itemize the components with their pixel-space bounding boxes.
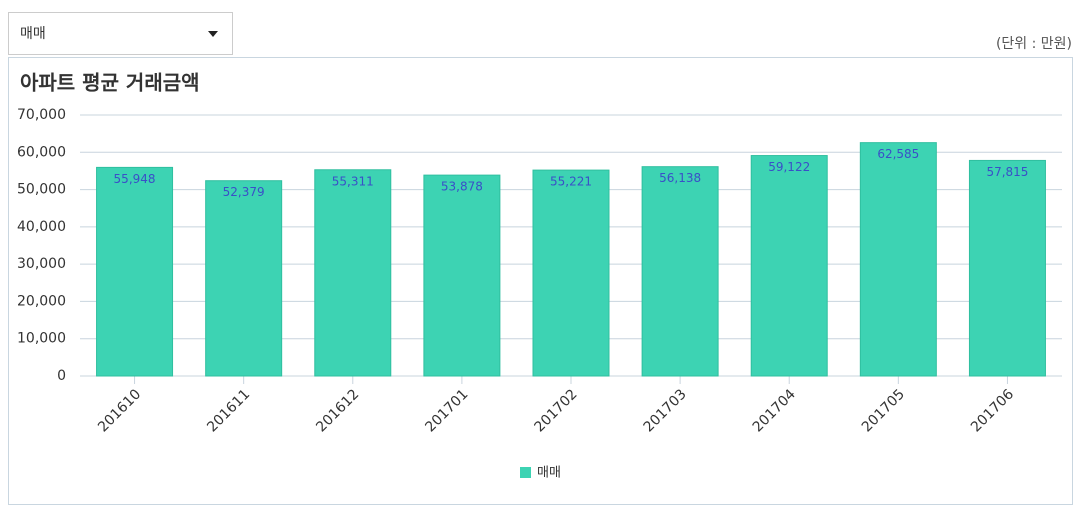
value-label: 55,221 (550, 175, 592, 189)
bar (968, 159, 1046, 377)
bar (532, 169, 610, 377)
dropdown-label[interactable]: 매매 (20, 26, 46, 42)
bar (314, 169, 392, 377)
value-label: 57,815 (986, 165, 1028, 179)
value-label: 62,585 (877, 147, 919, 161)
value-label: 53,878 (441, 180, 483, 194)
value-label: 56,138 (659, 171, 701, 185)
y-tick-label: 70,000 (17, 107, 66, 123)
bar (205, 180, 283, 377)
value-label: 59,122 (768, 160, 810, 174)
dropdown[interactable] (8, 12, 233, 55)
unit-note: (단위 : 만원) (996, 36, 1072, 52)
bar (96, 166, 174, 377)
value-label: 55,311 (332, 174, 374, 188)
y-tick-label: 30,000 (17, 256, 66, 272)
bar (423, 174, 501, 377)
chart-title: 아파트 평균 거래금액 (20, 71, 200, 95)
legend-swatch (520, 467, 531, 478)
y-tick-label: 10,000 (17, 331, 66, 347)
bar (641, 166, 719, 377)
y-tick-label: 20,000 (17, 293, 66, 309)
bar (750, 155, 828, 377)
y-tick-label: 40,000 (17, 219, 66, 235)
value-label: 52,379 (223, 185, 265, 199)
y-tick-label: 50,000 (17, 182, 66, 198)
legend-label: 매매 (537, 466, 561, 481)
bar (859, 142, 937, 377)
value-label: 55,948 (114, 172, 156, 186)
dropdown-arrow[interactable] (208, 31, 218, 37)
y-tick-label: 0 (57, 368, 66, 384)
y-tick-label: 60,000 (17, 144, 66, 160)
